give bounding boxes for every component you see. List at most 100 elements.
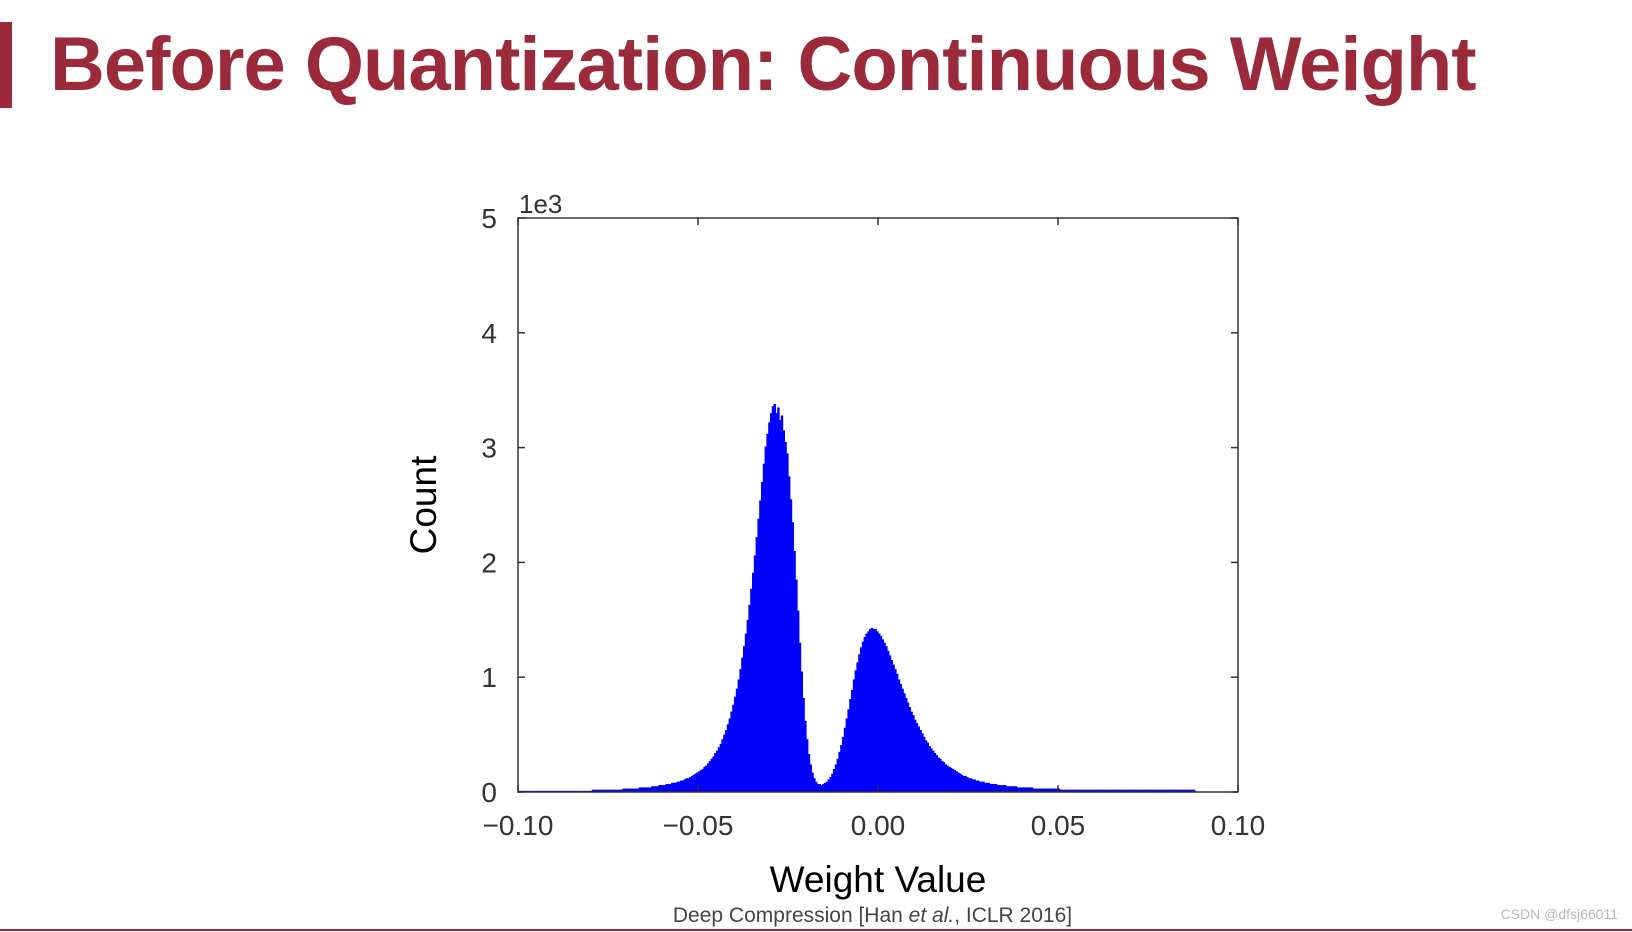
histogram-bar xyxy=(723,734,726,792)
histogram-bar xyxy=(1144,789,1147,792)
histogram-bar xyxy=(815,781,818,792)
histogram-bar xyxy=(860,647,863,792)
histogram-bar xyxy=(986,782,989,792)
histogram-bar xyxy=(644,787,647,792)
histogram-bar xyxy=(1176,789,1180,792)
histogram-bar xyxy=(1070,789,1073,792)
histogram-bar xyxy=(933,752,937,792)
histogram-bar xyxy=(887,650,890,792)
histogram-bar xyxy=(615,789,618,792)
histogram-bar xyxy=(1092,789,1095,792)
x-tick-label: 0.10 xyxy=(1211,810,1266,841)
histogram-bar xyxy=(629,788,632,792)
histogram-bar xyxy=(942,762,946,792)
histogram-bar xyxy=(869,628,872,792)
histogram-bar xyxy=(797,610,800,792)
histogram-bar xyxy=(779,420,782,792)
histogram-bar xyxy=(1083,789,1086,792)
histogram-bar xyxy=(1094,789,1097,792)
histogram-bar xyxy=(836,758,839,792)
caption-text-start: Deep Compression [Han xyxy=(672,904,909,927)
histogram-bar xyxy=(1131,789,1135,792)
y-tick-labels: 0 1 2 3 4 5 xyxy=(481,203,497,808)
histogram-bar xyxy=(694,773,697,792)
x-tick-label: −0.05 xyxy=(663,810,734,841)
histogram-bar xyxy=(1007,786,1010,792)
histogram-bar xyxy=(703,766,706,792)
histogram-bar xyxy=(1059,789,1063,792)
x-tick-labels: −0.10 −0.05 0.00 0.05 0.10 xyxy=(483,810,1266,841)
histogram-bar xyxy=(1074,789,1077,792)
citation-caption: Deep Compression [Han et al., ICLR 2016] xyxy=(0,904,1632,928)
histogram-bar xyxy=(761,482,764,792)
histogram-bar xyxy=(624,788,627,792)
y-tick-label: 0 xyxy=(481,777,497,808)
histogram-bar xyxy=(908,707,911,792)
histogram-bar xyxy=(912,715,915,792)
y-tick-label: 2 xyxy=(481,547,497,578)
histogram-bar xyxy=(1119,789,1122,792)
histogram-bar xyxy=(1079,789,1082,792)
histogram-bar xyxy=(1045,788,1048,792)
histogram-bar xyxy=(816,783,820,792)
histogram-bar xyxy=(975,780,978,792)
histogram-bar xyxy=(608,789,611,792)
histogram-bar xyxy=(642,787,645,792)
histogram-bar xyxy=(1126,789,1129,792)
histogram-bar xyxy=(683,779,686,792)
histogram-bar xyxy=(1128,789,1131,792)
histogram-bar xyxy=(1088,789,1091,792)
histogram-bar xyxy=(784,441,787,792)
histogram-bar xyxy=(762,463,766,792)
histogram-bar xyxy=(1005,786,1009,792)
histogram-bar xyxy=(1038,788,1041,792)
histogram-bar xyxy=(746,619,749,792)
histogram-bars xyxy=(518,403,1196,792)
histogram-bar xyxy=(759,500,762,792)
histogram-bar xyxy=(881,639,884,792)
histogram-bar xyxy=(982,781,985,792)
histogram-bar xyxy=(1036,788,1039,792)
histogram-bar xyxy=(1155,789,1158,792)
histogram-bar xyxy=(1184,789,1187,792)
histogram-bar xyxy=(883,642,886,792)
histogram-bar xyxy=(906,702,910,792)
slide-title: Before Quantization: Continuous Weight xyxy=(50,22,1477,107)
histogram-bar xyxy=(1068,789,1072,792)
histogram-bar xyxy=(829,777,832,792)
histogram-bar xyxy=(935,755,938,792)
histogram-bar xyxy=(818,783,821,792)
histogram-bar xyxy=(710,758,713,792)
histogram-bar xyxy=(809,764,812,792)
histogram-bar xyxy=(1124,789,1127,792)
histogram-bar xyxy=(973,779,976,792)
histogram-bar xyxy=(640,787,643,792)
histogram-bar xyxy=(894,669,897,792)
histogram-bar xyxy=(1002,785,1005,792)
histogram-bar xyxy=(863,637,866,792)
histogram-bar xyxy=(1022,787,1025,792)
histogram-bar xyxy=(858,654,861,792)
histogram-bar xyxy=(941,761,944,792)
histogram-bar xyxy=(944,764,947,792)
histogram-bar xyxy=(714,752,717,792)
histogram-bar xyxy=(1193,789,1196,792)
histogram-bar xyxy=(1040,788,1043,792)
x-axis-label: Weight Value xyxy=(770,859,987,900)
caption-text-end: , ICLR 2016] xyxy=(954,904,1073,927)
histogram-bar xyxy=(707,763,710,792)
x-tick-label: −0.10 xyxy=(483,810,554,841)
histogram-bar xyxy=(1137,789,1140,792)
histogram-bar xyxy=(874,628,877,792)
histogram-bar xyxy=(1004,785,1007,792)
histogram-bar xyxy=(1050,788,1054,792)
histogram-bar xyxy=(752,572,755,792)
histogram-bar xyxy=(951,769,955,792)
histogram-bar xyxy=(870,627,874,792)
histogram-bar xyxy=(604,789,607,792)
histogram-bar xyxy=(626,788,629,792)
histogram-bar xyxy=(739,669,742,792)
histogram-bar xyxy=(1097,789,1100,792)
histogram-bar xyxy=(1185,789,1189,792)
histogram-bar xyxy=(854,670,857,792)
